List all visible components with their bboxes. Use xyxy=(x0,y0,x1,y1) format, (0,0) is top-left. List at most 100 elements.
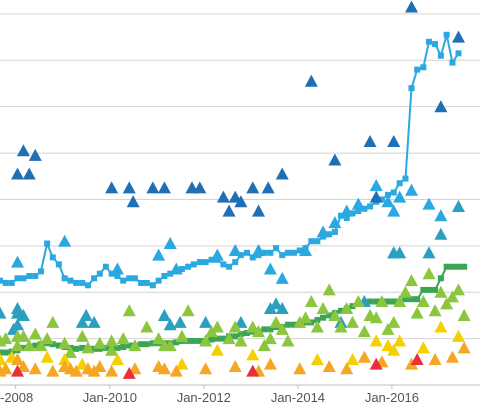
series-marker xyxy=(220,335,227,342)
data-point-triangle xyxy=(363,134,377,148)
data-point-triangle xyxy=(369,190,383,203)
series-marker xyxy=(455,50,462,57)
data-point-triangle xyxy=(434,227,448,240)
series-marker xyxy=(443,31,450,38)
data-point-triangle xyxy=(275,301,289,314)
data-point-triangle xyxy=(0,362,13,375)
data-point-triangle xyxy=(228,190,242,203)
data-point-triangle xyxy=(234,334,248,347)
series-marker xyxy=(290,321,297,328)
data-point-triangle xyxy=(275,167,289,180)
series-marker xyxy=(390,189,397,196)
series-marker xyxy=(67,277,74,284)
data-point-triangle xyxy=(128,362,142,375)
series-marker xyxy=(408,296,415,303)
x-tick-label: -2008 xyxy=(0,390,33,405)
data-point-triangle xyxy=(405,274,419,287)
data-point-triangle xyxy=(152,332,166,345)
data-point-triangle xyxy=(11,339,25,352)
data-point-triangle xyxy=(11,352,25,366)
series-marker xyxy=(378,196,385,203)
series-marker xyxy=(185,263,192,270)
series-marker xyxy=(314,238,321,245)
series-marker xyxy=(73,279,80,286)
series-marker xyxy=(91,275,98,282)
data-point-triangle xyxy=(199,334,213,347)
data-point-triangle xyxy=(46,315,60,328)
data-point-triangle xyxy=(281,334,295,347)
series-marker xyxy=(185,337,192,344)
data-point-triangle xyxy=(173,315,187,328)
data-point-triangle xyxy=(157,308,171,321)
series-marker xyxy=(91,345,98,352)
data-point-triangle xyxy=(105,334,119,347)
data-point-triangle xyxy=(299,311,313,324)
data-point-triangle xyxy=(122,366,136,379)
series-marker xyxy=(120,343,127,350)
data-point-triangle xyxy=(451,283,465,296)
data-point-triangle xyxy=(210,343,224,356)
data-point-triangle xyxy=(81,341,95,354)
series-marker xyxy=(367,298,374,305)
series-marker xyxy=(155,277,162,284)
data-point-triangle xyxy=(310,320,324,333)
data-point-triangle xyxy=(175,357,189,370)
data-point-triangle xyxy=(157,362,171,375)
scatter-layer xyxy=(0,0,471,379)
data-point-triangle xyxy=(152,248,166,261)
data-point-triangle xyxy=(269,315,283,328)
series-marker xyxy=(208,336,215,343)
data-point-triangle xyxy=(140,320,154,333)
data-point-triangle xyxy=(328,153,342,166)
data-point-triangle xyxy=(11,167,25,180)
series-marker xyxy=(202,259,209,266)
series-marker xyxy=(243,249,250,256)
data-point-triangle xyxy=(93,359,107,372)
data-point-triangle xyxy=(246,348,260,361)
data-point-triangle xyxy=(163,339,177,352)
data-point-triangle xyxy=(234,315,248,328)
data-point-triangle xyxy=(75,315,89,328)
data-point-triangle xyxy=(316,301,330,314)
series-marker xyxy=(143,341,150,348)
series-marker xyxy=(420,64,427,71)
data-point-triangle xyxy=(116,332,130,345)
data-point-triangle xyxy=(122,181,136,194)
data-point-triangle xyxy=(322,283,336,296)
series-marker xyxy=(196,259,203,266)
data-point-triangle xyxy=(246,364,260,377)
series-marker xyxy=(44,240,51,247)
series-marker xyxy=(402,296,409,303)
series-marker xyxy=(396,180,403,187)
data-point-triangle xyxy=(246,181,260,194)
data-point-triangle xyxy=(163,318,177,331)
x-tick-label: Jan-2014 xyxy=(271,390,325,405)
series-marker xyxy=(131,275,138,282)
data-point-triangle xyxy=(293,362,307,375)
data-point-triangle xyxy=(275,271,289,284)
series-marker xyxy=(267,249,274,256)
series-marker xyxy=(232,333,239,340)
series-marker xyxy=(167,270,174,277)
data-point-triangle xyxy=(340,362,354,375)
data-point-triangle xyxy=(316,225,330,238)
data-point-triangle xyxy=(122,304,136,317)
data-point-triangle xyxy=(457,341,471,354)
series-marker xyxy=(414,296,421,303)
series-marker xyxy=(102,263,109,270)
series-marker xyxy=(126,275,133,282)
series-marker xyxy=(449,263,456,270)
data-point-triangle xyxy=(387,343,401,356)
data-point-triangle xyxy=(451,199,465,212)
series-marker xyxy=(220,261,227,268)
data-point-triangle xyxy=(387,246,401,259)
data-point-triangle xyxy=(110,262,124,275)
data-point-triangle xyxy=(381,195,395,208)
data-point-triangle xyxy=(0,352,7,366)
data-point-triangle xyxy=(261,181,275,194)
data-point-triangle xyxy=(11,301,25,314)
series-marker xyxy=(49,341,56,348)
series-marker xyxy=(308,238,315,245)
data-point-triangle xyxy=(222,332,236,345)
data-point-triangle xyxy=(381,322,395,335)
